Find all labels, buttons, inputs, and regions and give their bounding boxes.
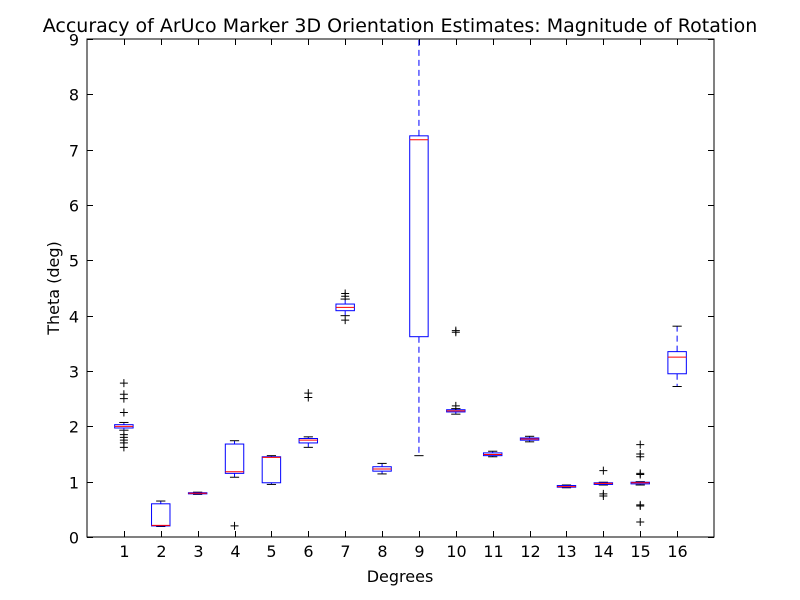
outlier-point [230, 521, 239, 530]
x-tick-label: 11 [483, 542, 503, 561]
plot-area [86, 38, 715, 538]
box-iqr [298, 438, 319, 444]
outlier-point [451, 401, 460, 410]
outlier-point [119, 408, 128, 417]
box-15 [630, 440, 650, 527]
x-tick-label: 12 [520, 542, 540, 561]
box-9 [409, 38, 429, 457]
x-tick-label: 16 [667, 542, 687, 561]
x-tick-label: 5 [266, 542, 276, 561]
box-1 [114, 379, 134, 452]
x-tick-label: 14 [593, 542, 613, 561]
box-2 [151, 500, 171, 527]
x-tick-label: 1 [119, 542, 129, 561]
y-tick-label: 5 [69, 252, 79, 271]
box-5 [261, 455, 282, 485]
x-axis-label: Degrees [367, 567, 434, 586]
box-iqr [261, 456, 282, 484]
y-tick-label: 4 [69, 308, 79, 327]
x-axis: 1 2 3 4 5 6 7 8 9 10 11 12 13 14 15 16 [119, 39, 688, 561]
outlier-point [636, 469, 645, 478]
x-tick-label: 13 [556, 542, 576, 561]
box-10 [446, 326, 466, 415]
x-tick-label: 3 [193, 542, 203, 561]
x-tick-label: 9 [414, 542, 424, 561]
y-tick-label: 2 [69, 418, 79, 437]
y-tick-label: 7 [69, 142, 79, 161]
box-11 [482, 450, 503, 458]
box-6 [298, 389, 319, 448]
outlier-point [451, 326, 460, 335]
y-tick-label: 8 [69, 86, 79, 105]
outlier-point [341, 316, 350, 325]
outlier-point [636, 450, 645, 458]
x-tick-label: 6 [303, 542, 313, 561]
y-tick-label: 0 [69, 529, 79, 548]
box-iqr [151, 503, 171, 527]
outlier-point [599, 489, 608, 498]
box-4 [224, 440, 245, 530]
outlier-point [119, 430, 128, 439]
y-axis: 0 1 2 3 4 5 6 7 8 9 [69, 31, 714, 548]
x-tick-label: 7 [340, 542, 350, 561]
y-tick-label: 1 [69, 474, 79, 493]
outlier-point [636, 518, 645, 527]
y-tick-label: 6 [69, 197, 79, 216]
box-iqr [667, 351, 687, 375]
box-12 [519, 435, 540, 443]
box-7 [335, 289, 355, 325]
outlier-point [636, 500, 645, 509]
box-series [114, 38, 687, 530]
outlier-point [636, 440, 645, 449]
x-tick-label: 4 [230, 542, 240, 561]
box-3 [187, 491, 208, 495]
box-13 [556, 484, 577, 489]
outlier-point [119, 390, 128, 399]
box-iqr [409, 135, 429, 338]
outlier-point [304, 389, 313, 398]
outlier-point [599, 466, 608, 475]
box-14 [593, 466, 614, 501]
outlier-point [119, 379, 128, 388]
x-tick-label: 8 [377, 542, 387, 561]
box-16 [667, 325, 687, 387]
y-axis-label: Theta (deg) [44, 241, 63, 336]
box-8 [372, 462, 392, 475]
x-tick-label: 2 [156, 542, 166, 561]
x-tick-label: 15 [630, 542, 650, 561]
y-tick-label: 3 [69, 363, 79, 382]
outlier-point [341, 289, 350, 298]
chart-title: Accuracy of ArUco Marker 3D Orientation … [43, 15, 758, 37]
y-tick-label: 9 [69, 31, 79, 50]
box-iqr [224, 443, 245, 474]
x-tick-label: 10 [446, 542, 466, 561]
